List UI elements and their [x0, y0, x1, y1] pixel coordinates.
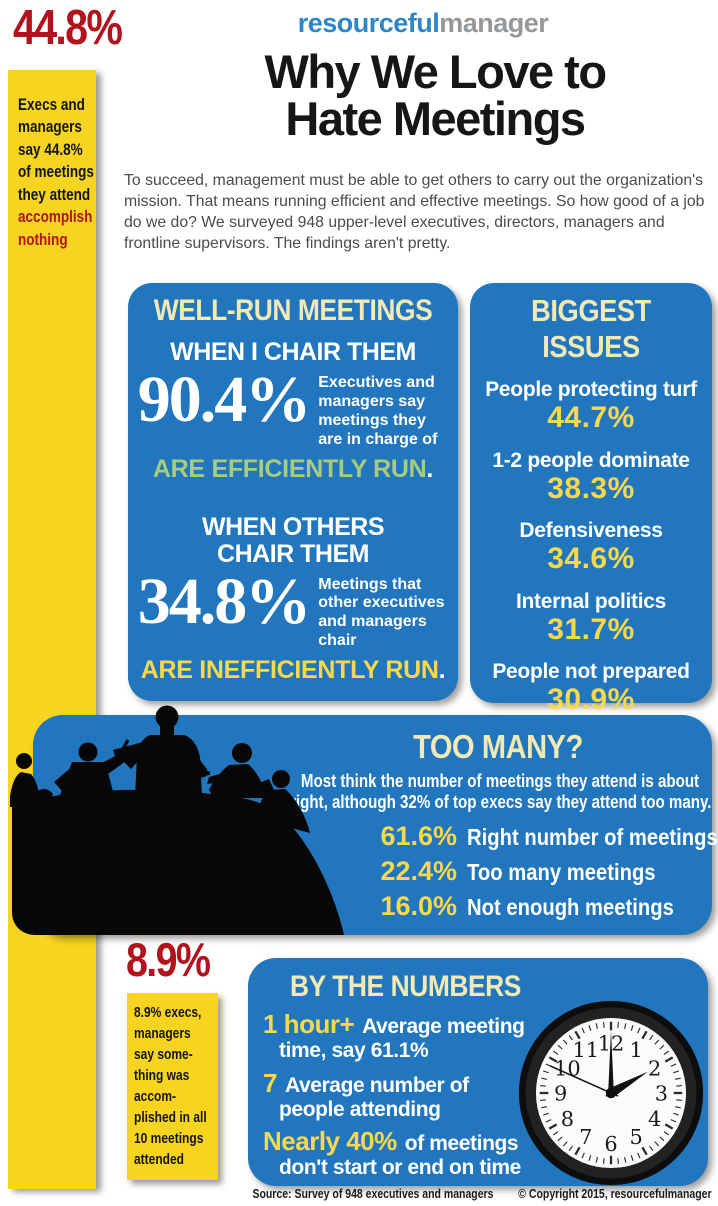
svg-text:10: 10	[554, 1056, 581, 1080]
issue-item: 1-2 people dominate 38.3%	[470, 448, 712, 507]
efficiently-run-text: ARE EFFICIENTLY RUN	[152, 454, 427, 483]
issue-item: Defensiveness 34.6%	[470, 520, 712, 577]
numbers-text-line2: people attending	[279, 1097, 441, 1121]
numbers-highlight: 1 hour+	[263, 1009, 355, 1039]
issue-label: Internal politics	[515, 589, 667, 613]
others-chair-value: 34.8%	[137, 564, 311, 638]
svg-text:9: 9	[554, 1082, 567, 1106]
intro-paragraph: To succeed, management must be able to g…	[124, 172, 705, 253]
numbers-text: Average meeting	[362, 1015, 525, 1038]
numbers-text: of meetings	[404, 1132, 519, 1156]
top-stat-value: 44.8%	[13, 1, 123, 55]
biggest-issues-panel: BIGGEST ISSUES People protecting turf 44…	[470, 283, 712, 716]
svg-text:6: 6	[604, 1132, 617, 1156]
issue-label: 1-2 people dominate	[492, 448, 690, 472]
when-others-chair-subtitle: WHEN OTHERS CHAIR THEM	[202, 512, 385, 568]
clock-ticks-and-numerals: 121234567891011	[539, 1021, 683, 1165]
issue-label: People protecting turf	[485, 378, 697, 401]
issue-value: 44.7%	[547, 401, 635, 435]
self-chair-side-text: Executives and managers say meetings the…	[318, 374, 438, 448]
issue-value: 31.7%	[547, 612, 635, 646]
stat-label: Not enough meetings	[467, 894, 674, 920]
stat-value: 22.4%	[380, 856, 457, 886]
numbers-text-line2: time, say 61.1%	[279, 1039, 429, 1063]
too-many-stat-row: 16.0% Not enough meetings	[285, 891, 705, 922]
numbers-highlight: 7	[263, 1067, 277, 1098]
well-run-heading: WELL-RUN MEETINGS	[153, 294, 433, 327]
left-highlight-bar: Execs and managers say 44.8% of meetings…	[8, 70, 96, 1189]
accomplished-stat-value: 8.9%	[126, 933, 211, 986]
wall-clock-graphic: 121234567891011	[518, 1000, 704, 1186]
stat-value: 16.0%	[380, 891, 457, 921]
page-title: Why We Love to Hate Meetings	[264, 45, 607, 145]
inefficiently-run-text: ARE INEFFICIENTLY RUN	[140, 656, 439, 684]
well-run-meetings-panel: WELL-RUN MEETINGS WHEN I CHAIR THEM 90.4…	[128, 283, 458, 701]
svg-text:5: 5	[630, 1125, 643, 1149]
svg-text:1: 1	[630, 1038, 643, 1062]
efficiently-run-statement: ARE EFFICIENTLY RUN.	[128, 455, 458, 484]
by-the-numbers-heading: BY THE NUMBERS	[290, 970, 521, 1003]
clock-center-cap	[605, 1087, 617, 1099]
svg-text:3: 3	[655, 1082, 668, 1106]
issue-label: People not prepared	[492, 660, 690, 684]
numbers-text: Average number of	[284, 1073, 469, 1097]
others-chair-side-text: Meetings that other executives and manag…	[318, 575, 445, 650]
statement-period: .	[426, 454, 434, 483]
issue-value: 38.3%	[547, 471, 635, 505]
stat-label: Too many meetings	[467, 859, 656, 885]
others-chair-value-row: 34.8% Meetings that other executives and…	[128, 564, 458, 652]
brand-logo-primary: resourceful	[297, 8, 440, 38]
issue-label: Defensiveness	[519, 519, 663, 543]
issue-value: 34.6%	[547, 542, 635, 576]
meeting-silhouette-graphic	[10, 705, 344, 935]
numbers-text-line2: don't start or end on time	[279, 1156, 521, 1180]
left-stat-text-red: accomplish nothing	[18, 208, 93, 249]
when-i-chair-subtitle: WHEN I CHAIR THEM	[170, 338, 416, 366]
statement-period: .	[438, 656, 446, 684]
chair-block-self: WHEN I CHAIR THEM 90.4% Executives and m…	[128, 339, 458, 484]
svg-text:4: 4	[648, 1107, 661, 1131]
numbers-item: 1 hour+ Average meeting time, say 61.1%	[263, 1009, 708, 1063]
issue-item: Internal politics 31.7%	[470, 589, 712, 648]
footer-copyright: © Copyright 2015, resourcefulmanager	[518, 1187, 712, 1201]
chair-block-others: WHEN OTHERS CHAIR THEM 34.8% Meetings th…	[128, 512, 458, 686]
accomplished-note: 8.9% execs, managers say some- thing was…	[127, 993, 218, 1180]
too-many-stat-row: 61.6% Right number of meetings	[285, 821, 717, 852]
stat-value: 61.6%	[380, 821, 457, 851]
issue-value: 30.9%	[547, 683, 635, 717]
left-stat-text: Execs and managers say 44.8% of meetings…	[18, 94, 100, 251]
numbers-highlight: Nearly 40%	[263, 1126, 397, 1157]
accomplished-note-text: 8.9% execs, managers say some- thing was…	[134, 1004, 207, 1168]
brand-logo: resourcefulmanager	[128, 8, 718, 39]
footer-source: Source: Survey of 948 executives and man…	[252, 1187, 494, 1201]
numbers-item: Nearly 40% of meetings don't start or end…	[263, 1127, 708, 1180]
issue-item: People protecting turf 44.7%	[470, 378, 712, 436]
silhouette-hill	[12, 789, 344, 935]
svg-text:7: 7	[579, 1125, 592, 1149]
numbers-item: 7 Average number of people attending	[263, 1067, 708, 1122]
self-chair-value-row: 90.4% Executives and managers say meetin…	[128, 367, 458, 450]
self-chair-value: 90.4%	[137, 363, 311, 436]
clock-hour-hand	[605, 1071, 649, 1097]
too-many-heading: TOO MANY?	[413, 728, 583, 765]
clock-minute-hand	[608, 1030, 614, 1093]
brand-logo-secondary: manager	[439, 8, 549, 38]
footer: Source: Survey of 948 executives and man…	[253, 1187, 712, 1201]
svg-text:11: 11	[573, 1038, 600, 1062]
svg-text:2: 2	[648, 1056, 661, 1080]
issue-item: People not prepared 30.9%	[470, 661, 712, 718]
inefficiently-run-statement: ARE INEFFICIENTLY RUN.	[128, 656, 458, 685]
too-many-description: Most think the number of meetings they a…	[290, 771, 712, 813]
svg-text:8: 8	[561, 1107, 574, 1131]
left-stat-text-black: Execs and managers say 44.8% of meetings…	[18, 96, 94, 204]
stat-label: Right number of meetings	[467, 824, 718, 850]
biggest-issues-heading: BIGGEST ISSUES	[531, 293, 651, 364]
too-many-stat-row: 22.4% Too many meetings	[285, 856, 705, 887]
too-many-stats: 61.6% Right number of meetings 22.4% Too…	[285, 821, 717, 922]
